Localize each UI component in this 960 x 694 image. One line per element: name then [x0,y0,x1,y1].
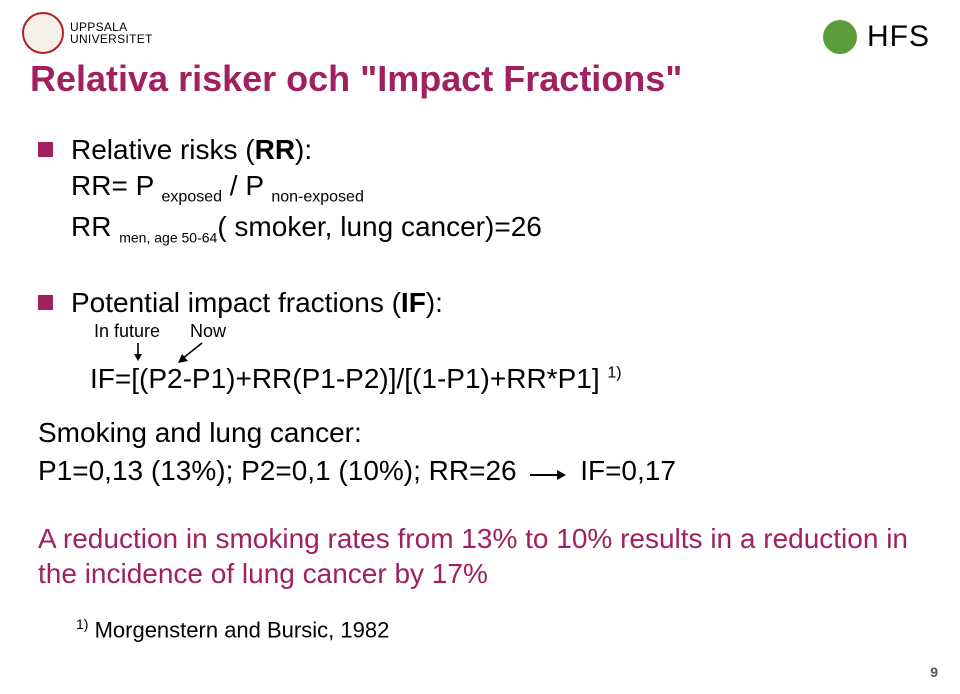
bullet-icon [38,295,53,310]
ref-mark-1: 1) [607,365,621,382]
uppsala-seal-icon [22,12,64,54]
conclusion: A reduction in smoking rates from 13% to… [38,521,920,593]
rr-val: 26 [511,211,542,242]
rr-formula: RR= P exposed / P non-exposed [71,170,364,201]
arrow-down-icon [130,343,146,361]
uppsala-line2: UNIVERSITET [70,33,153,45]
sub-group: men, age 50-64 [119,229,217,245]
ref-text: Morgenstern and Bursic, 1982 [95,618,390,643]
bullet-if: Potential impact fractions (IF): [38,285,920,321]
if-label: Potential impact fractions [71,287,384,318]
sub-exposed: exposed [162,189,223,206]
rr-abbrev: RR [255,134,295,165]
reference: 1) Morgenstern and Bursic, 1982 [76,616,920,643]
params-line: P1=0,13 (13%); P2=0,1 (10%); RR=26 IF=0,… [38,455,920,489]
arrow-right-icon [530,457,566,489]
arrow-diag-icon [176,341,206,365]
sub-nonexposed: non-exposed [271,189,364,206]
if-formula: IF=[(P2-P1)+RR(P1-P2)]/[(1-P1)+RR*P1] 1) [90,363,920,395]
params-text: P1=0,13 (13%); P2=0,1 (10%); RR=26 [38,455,517,486]
formula-text: IF=[(P2-P1)+RR(P1-P2)]/[(1-P1)+RR*P1] [90,363,600,394]
hfs-logo: HFS [823,20,930,54]
hfs-circle-icon [823,20,857,54]
bullet-rr: Relative risks (RR): RR= P exposed / P n… [38,132,920,247]
bullet-icon [38,142,53,157]
if-abbrev: IF [401,287,426,318]
smoking-line: Smoking and lung cancer: [38,417,920,449]
label-now: Now [190,321,226,342]
page-number: 9 [930,664,938,680]
annotation-arrows: In future Now [38,321,920,367]
if-result: IF=0,17 [580,455,676,486]
rr-example: RR men, age 50-64( smoker, lung cancer)=… [71,211,542,242]
hfs-text: HFS [867,20,930,54]
uppsala-logo-text: UPPSALA UNIVERSITET [70,21,153,45]
slide-body: Relative risks (RR): RR= P exposed / P n… [38,132,920,644]
rr-label-1: Relative risks [71,134,237,165]
rr-cond: smoker, lung cancer [234,211,485,242]
uppsala-logo: UPPSALA UNIVERSITET [22,12,153,54]
slide-title: Relativa risker och "Impact Fractions" [30,58,682,100]
ref-mark-2: 1) [76,616,88,632]
label-infuture: In future [94,321,160,342]
